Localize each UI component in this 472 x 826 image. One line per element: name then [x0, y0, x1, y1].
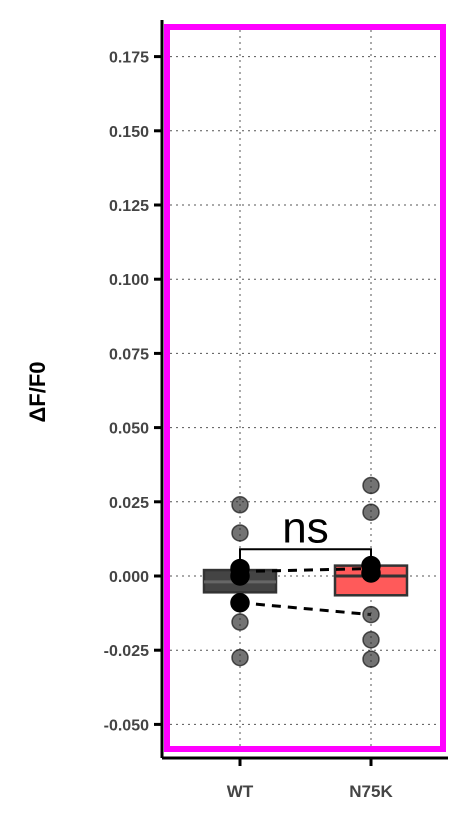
x-category-label-wt: WT — [227, 782, 254, 801]
data-point-n75k — [363, 477, 379, 493]
significance-label: ns — [282, 503, 328, 552]
paired-line — [240, 603, 371, 615]
x-axis-categories: WT N75K — [227, 758, 394, 801]
plot-frame — [167, 27, 443, 749]
data-point-wt — [232, 525, 248, 541]
data-point-wt — [231, 567, 249, 585]
data-point-n75k — [363, 504, 379, 520]
data-point-n75k — [362, 564, 380, 582]
data-point-wt — [232, 650, 248, 666]
y-tick-label: 0.000 — [109, 569, 149, 586]
data-point-n75k — [363, 607, 379, 623]
data-point-n75k — [363, 651, 379, 667]
grid-lines — [164, 24, 446, 752]
x-category-label-n75k: N75K — [349, 782, 393, 801]
y-tick-label: 0.125 — [109, 198, 149, 215]
data-point-wt — [232, 497, 248, 513]
data-point-wt — [231, 594, 249, 612]
y-tick-label: -0.025 — [104, 643, 149, 660]
y-tick-label: 0.100 — [109, 272, 149, 289]
y-axis-label: ΔF/F0 — [25, 361, 50, 422]
y-tick-label: 0.175 — [109, 50, 149, 67]
y-tick-label: 0.075 — [109, 346, 149, 363]
y-tick-label: 0.150 — [109, 124, 149, 141]
y-tick-label: 0.050 — [109, 421, 149, 438]
data-point-wt — [232, 614, 248, 630]
y-tick-label: 0.025 — [109, 495, 149, 512]
y-axis-ticks: 0.175 0.150 0.125 0.100 0.075 0.050 0.025 0.000… — [104, 50, 162, 735]
significance-annotation: ns — [240, 503, 371, 563]
data-point-n75k — [363, 632, 379, 648]
y-tick-label: -0.050 — [104, 717, 149, 734]
